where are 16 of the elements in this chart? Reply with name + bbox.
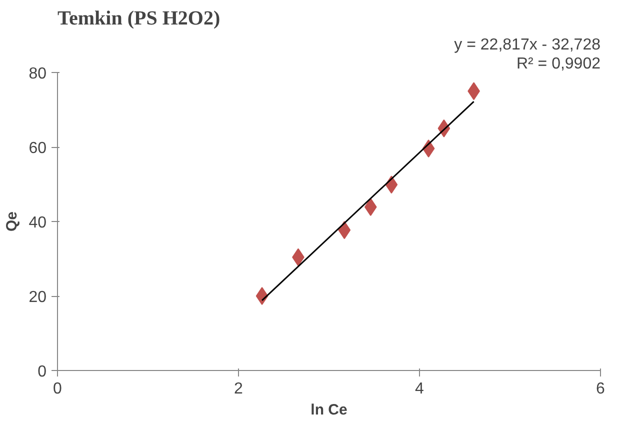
x-tick-label: 4 <box>415 380 424 398</box>
x-tick-label: 0 <box>53 380 62 398</box>
text: R² = 0,9902 <box>516 56 601 72</box>
y-tick-label: 0 <box>38 364 47 380</box>
x-tick-label: 2 <box>234 380 244 398</box>
chart-title: Temkin (PS H2O2) <box>58 8 220 30</box>
x-tick-label: 6 <box>596 380 606 398</box>
y-tick-label: 40 <box>28 214 47 232</box>
y-tick-label: 80 <box>28 66 47 82</box>
text: y = 22,817x - 32,728 <box>454 36 601 54</box>
y-axis-title: Qe <box>4 211 21 232</box>
x-axis-title: ln Ce <box>310 402 348 418</box>
point <box>364 198 377 216</box>
y-tick-label: 20 <box>28 289 47 306</box>
y-tick-label: 60 <box>28 140 47 157</box>
point <box>338 221 351 240</box>
